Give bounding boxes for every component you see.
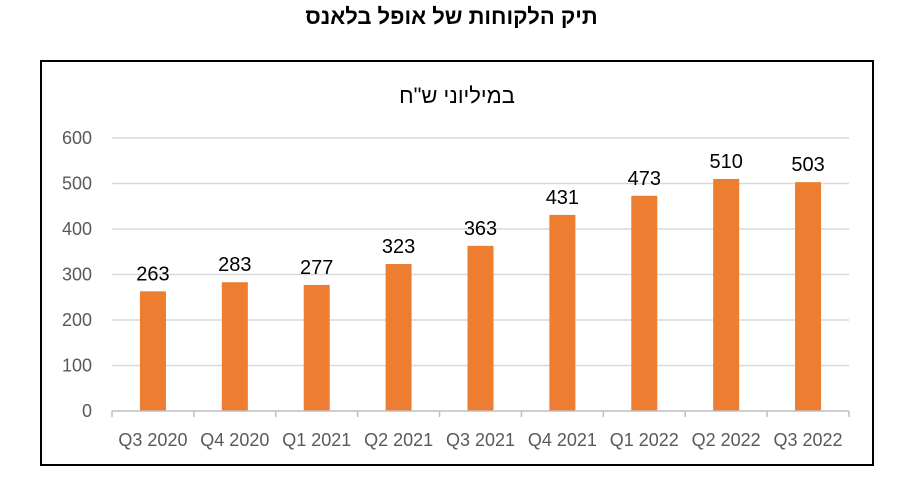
y-tick-label: 400 (62, 219, 92, 239)
data-label: 283 (218, 254, 251, 276)
bar (467, 245, 494, 411)
data-label: 510 (709, 151, 742, 173)
y-tick-label: 500 (62, 174, 92, 194)
y-tick-label: 600 (62, 128, 92, 148)
x-tick-label: Q1 2022 (610, 430, 679, 450)
x-tick-label: Q4 2021 (528, 430, 597, 450)
x-tick-label: Q3 2020 (118, 430, 187, 450)
bar (549, 214, 576, 411)
x-tick-label: Q1 2021 (282, 430, 351, 450)
y-tick-label: 200 (62, 310, 92, 330)
data-label: 503 (791, 154, 824, 176)
bar (303, 284, 330, 411)
y-axis-ticks: 0 100 200 300 400 500 600 (62, 128, 92, 421)
page-title: תיק הלקוחות של אופל בלאנס (305, 4, 598, 29)
x-tick-label: Q3 2022 (774, 430, 843, 450)
bars (139, 178, 822, 411)
x-tick-label: Q3 2021 (446, 430, 515, 450)
data-label: 473 (628, 168, 661, 190)
bar (795, 182, 822, 411)
data-label: 277 (300, 257, 333, 279)
y-tick-label: 300 (62, 265, 92, 285)
y-tick-label: 100 (62, 356, 92, 376)
x-axis-ticks: Q3 2020 Q4 2020 Q1 2021 Q2 2021 Q3 2021 Q4 20… (118, 430, 842, 450)
bar (139, 291, 166, 411)
bar (221, 282, 248, 411)
bar (385, 264, 412, 411)
data-label: 263 (136, 263, 169, 285)
x-tick-label: Q2 2022 (692, 430, 761, 450)
x-tick-label: Q2 2021 (364, 430, 433, 450)
data-label: 363 (464, 218, 497, 240)
data-label: 323 (382, 236, 415, 258)
x-axis (111, 410, 850, 417)
bar (631, 195, 658, 411)
y-tick-label: 0 (82, 401, 92, 421)
bar (713, 178, 740, 411)
data-labels: 263 283 277 323 363 431 473 510 503 (136, 151, 824, 285)
chart-title: במיליוני ש"ח (399, 83, 515, 108)
x-tick-label: Q4 2020 (200, 430, 269, 450)
data-label: 431 (546, 187, 579, 209)
